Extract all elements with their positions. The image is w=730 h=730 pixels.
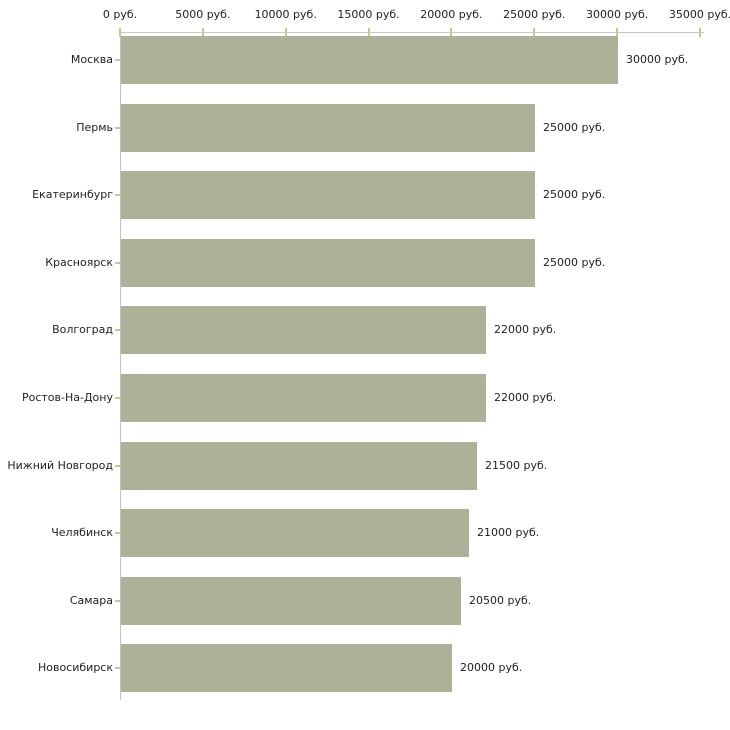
y-axis-tick xyxy=(115,194,120,197)
x-axis-tick-label: 30000 руб. xyxy=(586,8,649,21)
y-axis-tick xyxy=(115,329,120,332)
bar-value-label: 20000 руб. xyxy=(460,661,523,675)
bar xyxy=(121,36,618,84)
y-axis-tick xyxy=(115,599,120,602)
x-axis-tick xyxy=(699,28,701,37)
bar-value-label: 21000 руб. xyxy=(477,526,540,540)
x-axis-tick xyxy=(201,28,204,37)
category-label: Новосибирск xyxy=(37,661,113,675)
bar-value-label: 21500 руб. xyxy=(485,458,548,472)
category-label: Челябинск xyxy=(51,526,113,540)
bar xyxy=(121,103,535,152)
x-axis-tick xyxy=(533,28,536,37)
x-axis-tick xyxy=(119,28,121,37)
x-axis-tick-label: 0 руб. xyxy=(102,8,138,21)
bar-value-label: 25000 руб. xyxy=(543,188,606,202)
bar-value-label: 22000 руб. xyxy=(494,323,557,337)
category-label: Пермь xyxy=(76,120,113,134)
bar-value-label: 25000 руб. xyxy=(543,255,606,269)
category-label: Самара xyxy=(69,593,113,607)
category-label: Красноярск xyxy=(45,255,113,269)
x-axis-line xyxy=(120,32,704,33)
x-axis-tick-label: 15000 руб. xyxy=(337,8,400,21)
category-label: Екатеринбург xyxy=(32,188,113,202)
x-axis-tick xyxy=(616,28,619,37)
x-axis-tick-label: 20000 руб. xyxy=(420,8,483,21)
y-axis-tick xyxy=(115,464,120,467)
bar-value-label: 22000 руб. xyxy=(494,391,557,404)
bar xyxy=(121,238,535,287)
x-axis-tick-label: 35000 руб. xyxy=(668,8,730,21)
x-axis-tick xyxy=(284,28,287,37)
bar xyxy=(121,374,486,422)
category-label: Нижний Новгород xyxy=(7,458,113,472)
bar xyxy=(121,441,477,490)
x-axis-tick-label: 5000 руб. xyxy=(175,8,231,21)
y-axis-tick xyxy=(115,59,120,61)
y-axis-tick xyxy=(115,261,120,264)
bar-value-label: 25000 руб. xyxy=(543,120,606,134)
y-axis-line xyxy=(120,28,121,701)
bar-value-label: 30000 руб. xyxy=(626,53,689,66)
x-axis-tick-label: 10000 руб. xyxy=(254,8,317,21)
bar xyxy=(121,644,452,693)
category-label: Волгоград xyxy=(52,323,113,337)
bar-value-label: 20500 руб. xyxy=(469,593,532,607)
x-axis-tick-label: 25000 руб. xyxy=(503,8,566,21)
x-axis-tick xyxy=(367,28,370,37)
y-axis-tick xyxy=(115,667,120,670)
y-axis-tick xyxy=(115,532,120,535)
bar xyxy=(121,306,486,355)
category-label: Москва xyxy=(70,53,113,66)
x-axis-tick xyxy=(450,28,453,37)
bar xyxy=(121,576,461,625)
y-axis-tick xyxy=(115,126,120,129)
y-axis-tick xyxy=(115,397,120,399)
category-label: Ростов-На-Дону xyxy=(21,391,113,404)
bar xyxy=(121,509,469,558)
bar xyxy=(121,171,535,220)
